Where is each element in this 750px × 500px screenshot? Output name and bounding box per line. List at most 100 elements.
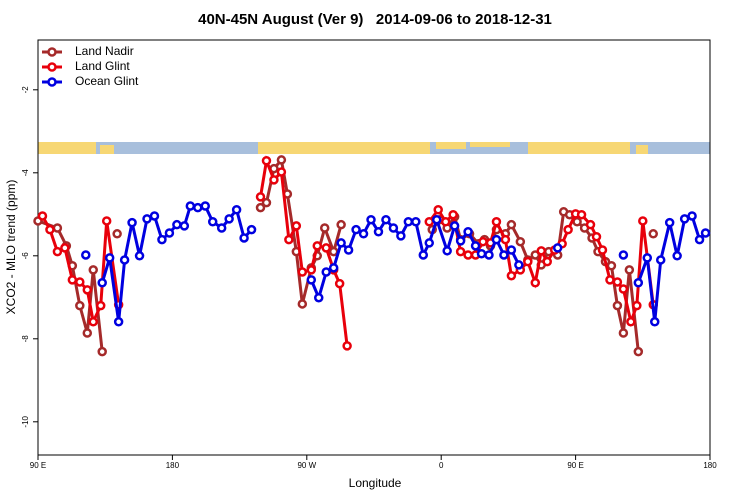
data-point [424, 217, 435, 227]
data-point [246, 224, 257, 235]
data-point [700, 228, 711, 238]
data-point [542, 256, 552, 267]
legend-marker [47, 62, 57, 72]
data-point [276, 167, 287, 177]
data-point [37, 211, 48, 221]
data-point [261, 197, 272, 208]
data-point [127, 217, 137, 228]
data-point [633, 346, 644, 357]
data-point [306, 275, 317, 285]
plot-frame [37, 39, 711, 456]
data-point [476, 248, 487, 259]
data-point [491, 217, 502, 227]
data-point [97, 346, 107, 357]
data-point [632, 300, 642, 311]
legend-marker [47, 77, 57, 87]
data-point [97, 278, 107, 288]
data-point [626, 317, 636, 327]
series-line [37, 219, 104, 352]
data-point [687, 211, 697, 221]
data-point [342, 341, 352, 351]
x-axis-label: Longitude [349, 476, 402, 490]
data-point [319, 223, 330, 233]
data-point [576, 209, 587, 220]
data-point [672, 251, 682, 261]
data-point [224, 214, 234, 224]
y-tick-label: -10 [21, 415, 30, 427]
data-point [45, 224, 55, 235]
data-point [411, 217, 421, 227]
data-point [334, 278, 345, 289]
data-point [694, 234, 705, 245]
data-point [418, 250, 429, 260]
data-point [179, 221, 190, 231]
data-point [514, 260, 524, 270]
data-point [75, 300, 85, 311]
data-point [470, 241, 481, 251]
data-point [358, 229, 369, 239]
data-point [463, 226, 473, 237]
data-point [506, 270, 517, 281]
legend-marker [47, 47, 57, 57]
data-point [88, 265, 99, 275]
data-point [431, 214, 442, 225]
data-point [193, 202, 203, 213]
data-point [624, 265, 635, 275]
data-point [618, 284, 629, 294]
data-point [142, 214, 152, 224]
data-point [321, 267, 331, 277]
data-point [67, 275, 78, 285]
data-point [655, 255, 666, 265]
data-point [679, 214, 690, 224]
data-point [291, 221, 302, 231]
data-point [216, 223, 227, 233]
data-point [424, 238, 435, 248]
data-point [351, 224, 361, 235]
data-point [276, 155, 287, 165]
data-point [104, 253, 115, 263]
data-point [75, 277, 85, 287]
data-point [664, 217, 675, 228]
x-tick-label: 0 [439, 461, 444, 470]
data-point [239, 233, 249, 243]
data-point [552, 243, 563, 253]
data-point [618, 328, 629, 338]
x-tick-label: 180 [166, 461, 180, 470]
data-point [366, 214, 376, 225]
data-point [585, 219, 596, 230]
x-tick-label: 180 [703, 461, 717, 470]
data-point [381, 214, 391, 225]
data-point [52, 246, 63, 257]
data-point [638, 216, 648, 226]
data-point [388, 223, 399, 233]
data-point [440, 217, 451, 227]
data-point [119, 255, 130, 265]
y-axis-label: XCO2 - MLO trend (ppm) [4, 180, 18, 315]
data-point [172, 219, 182, 230]
data-point [463, 250, 473, 260]
data-point [95, 300, 106, 311]
data-point [207, 217, 218, 227]
data-point [82, 328, 93, 338]
data-point [506, 245, 517, 255]
data-point [478, 236, 488, 247]
x-tick-label: 90 E [30, 461, 46, 470]
chart-title: 40N-45N August (Ver 9) 2014-09-06 to 201… [198, 11, 552, 28]
y-tick-label: -6 [21, 252, 30, 260]
y-tick-label: -8 [21, 335, 30, 343]
data-point [261, 156, 272, 166]
data-point [297, 267, 308, 277]
data-point [321, 243, 331, 253]
data-point [606, 261, 617, 271]
data-point [500, 234, 511, 245]
data-point [649, 317, 660, 327]
data-point [149, 211, 160, 221]
data-point [200, 201, 211, 211]
data-point [403, 217, 414, 227]
data-point [563, 224, 573, 235]
data-point [255, 202, 266, 213]
data-point [633, 278, 644, 288]
data-point [612, 300, 623, 311]
legend-label: Land Nadir [75, 44, 134, 58]
